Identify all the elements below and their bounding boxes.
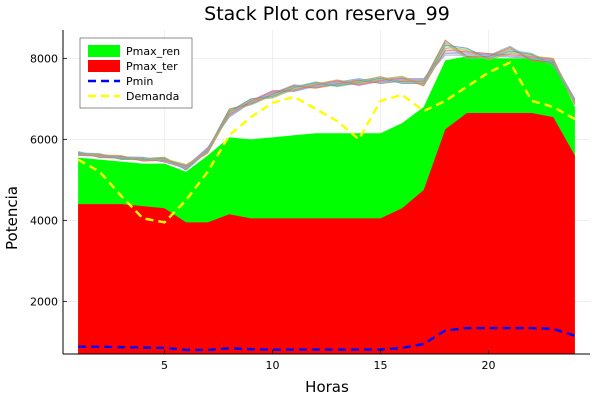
legend-swatch-Pmax_ter	[88, 60, 120, 72]
legend-label-Pmax_ren: Pmax_ren	[126, 45, 180, 58]
line-Demanda	[77, 60, 576, 224]
plot-areas	[78, 56, 575, 354]
scenario-lines	[78, 39, 576, 171]
chart-title: Stack Plot con reserva_99	[204, 3, 450, 25]
y-axis-label: Potencia	[3, 186, 21, 250]
scenario-line-9	[78, 47, 576, 166]
x-axis-label: Horas	[305, 378, 349, 396]
x-tick-label-1: 10	[266, 359, 280, 372]
legend-label-Pmin: Pmin	[126, 75, 153, 88]
x-tick-label-3: 20	[481, 359, 495, 372]
x-tick-label-0: 5	[161, 359, 168, 372]
plot-frame	[62, 30, 590, 355]
y-axis-ticks: 2000 4000 6000 8000	[30, 52, 67, 308]
line-Pmin	[78, 326, 576, 352]
area-Pmax_ter	[78, 113, 575, 354]
scenario-line-4	[78, 39, 576, 169]
y-tick-label-0: 2000	[30, 295, 58, 308]
legend-swatch-Pmax_ren	[88, 45, 120, 57]
scenario-line-8	[78, 42, 576, 171]
legend-label-Pmax_ter: Pmax_ter	[126, 60, 178, 73]
y-tick-label-1: 4000	[30, 214, 58, 227]
y-tick-label-3: 8000	[30, 52, 58, 65]
x-tick-label-2: 15	[373, 359, 387, 372]
scenario-line-5	[78, 44, 576, 171]
scenario-line-7	[78, 45, 576, 169]
legend-label-Demanda: Demanda	[126, 90, 179, 103]
x-axis-ticks: 5 10 15 20	[161, 350, 495, 372]
y-tick-label-2: 6000	[30, 133, 58, 146]
dashed-lines	[77, 60, 576, 352]
scenario-line-1	[78, 41, 576, 170]
legend: Pmax_ren Pmax_ter Pmin Demanda	[79, 37, 193, 109]
